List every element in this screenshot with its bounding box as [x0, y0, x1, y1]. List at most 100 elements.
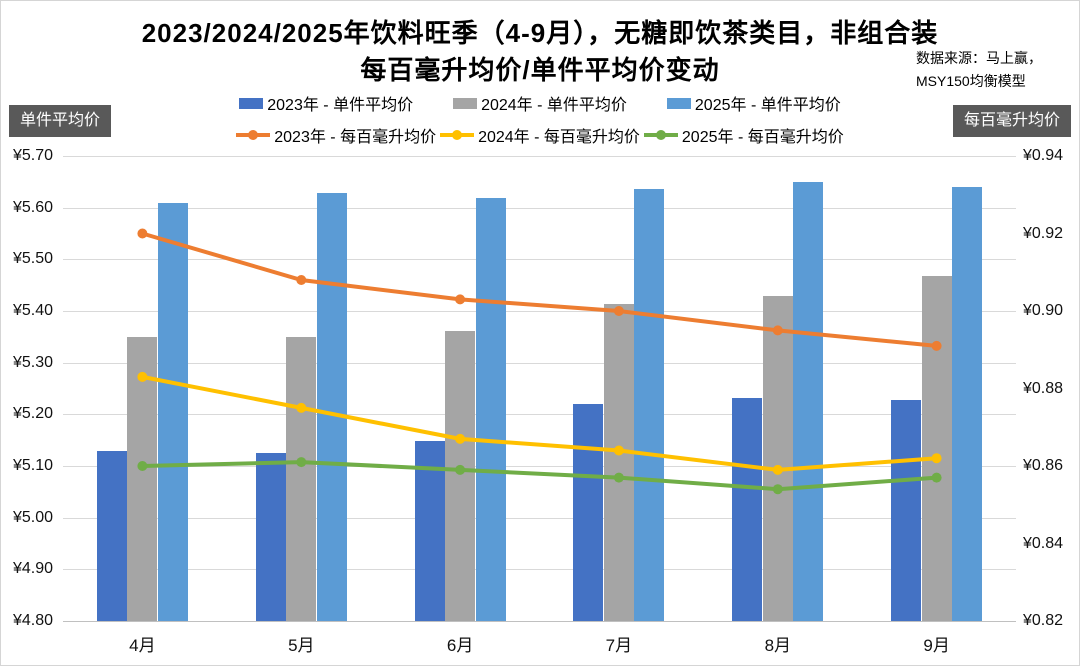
legend-item-2025-per100ml: 2025年 - 每百毫升均价 [643, 123, 844, 147]
data-source-line2: MSY150均衡模型 [916, 73, 1026, 89]
gridline [63, 259, 1016, 261]
line-series-layer [137, 228, 942, 495]
gridline [63, 466, 1016, 467]
bar [891, 399, 922, 621]
data-point-marker [455, 433, 466, 444]
data-point-marker [137, 461, 148, 471]
y-axis-tick-label: ¥5.50 [12, 250, 53, 268]
bar [286, 337, 317, 621]
y-axis-tick-label: ¥0.92 [1023, 224, 1064, 242]
line-series [142, 374, 937, 472]
bar [157, 203, 188, 621]
data-point-marker [296, 457, 307, 468]
gridline [63, 311, 1016, 312]
chart-title-line2: 每百毫升均价/单件平均价变动 [360, 55, 720, 85]
data-point-marker [296, 402, 307, 413]
data-point-marker [613, 306, 624, 316]
legend-swatch-2024-bar [453, 97, 478, 109]
bar [96, 450, 127, 621]
y-axis-tick-label: ¥0.82 [1023, 612, 1064, 629]
gridline [63, 569, 1016, 571]
x-axis-label: 9月 [923, 636, 950, 655]
data-point-marker [137, 228, 148, 239]
bar [793, 182, 824, 621]
y-axis-tick-label: ¥0.90 [1023, 302, 1064, 319]
legend-item-2025-unit: 2025年 - 单件平均价 [666, 91, 841, 115]
y-axis-tick-label: ¥5.10 [12, 457, 53, 474]
legend-item-2023-unit: 2023年 - 单件平均价 [239, 91, 413, 115]
x-axis-label: 8月 [764, 636, 792, 655]
y-axis-tick-label: ¥0.84 [1023, 534, 1064, 552]
legend-label: 2025年 - 每百毫升均价 [681, 129, 844, 146]
legend-item-2023-per100ml: 2023年 - 每百毫升均价 [236, 123, 436, 147]
data-point-marker [772, 325, 783, 336]
legend: 2023年 - 单件平均价 2024年 - 单件平均价 2025年 - 单件平均… [1, 91, 1079, 147]
bar [127, 337, 158, 621]
chart-title-line1: 2023/2024/2025年饮料旺季（4-9月），无糖即饮茶类目，非组合装 [141, 18, 939, 48]
data-point-marker [931, 453, 942, 464]
data-source-line1: 数据来源：马上赢， [916, 50, 1042, 66]
right-axis-title-box: 每百毫升均价 [952, 105, 1071, 137]
data-point-marker [455, 294, 466, 305]
legend-row-bars: 2023年 - 单件平均价 2024年 - 单件平均价 2025年 - 单件平均… [239, 91, 841, 115]
line-series [141, 231, 937, 348]
gridline [63, 414, 1016, 416]
bar [634, 188, 665, 621]
y-axis-tick-label: ¥5.30 [12, 353, 53, 371]
data-point-marker [931, 340, 942, 351]
bar [603, 304, 634, 621]
legend-swatch-2025-bar [666, 97, 691, 109]
gridline [63, 362, 1016, 364]
gridline [63, 207, 1016, 209]
data-point-marker [613, 472, 624, 483]
bar [414, 441, 445, 621]
bar [762, 295, 793, 621]
data-point-marker [455, 464, 466, 475]
data-point-marker [613, 445, 624, 456]
x-axis-label: 4月 [129, 636, 156, 655]
y-axis-tick-label: ¥5.60 [12, 198, 53, 216]
legend-label: 2025年 - 单件平均价 [694, 97, 841, 114]
y-axis-tick-label: ¥0.86 [1023, 457, 1064, 474]
legend-item-2024-unit: 2024年 - 单件平均价 [453, 91, 627, 115]
y-axis-tick-label: ¥5.70 [12, 147, 53, 164]
legend-swatch-2024-line [440, 129, 475, 141]
line-series [142, 460, 937, 492]
bar [316, 193, 347, 621]
bar [475, 198, 506, 621]
left-axis-title-box: 单件平均价 [9, 105, 112, 137]
x-axis: 4月 5月 6月 7月 8月 9月 [63, 631, 1016, 655]
legend-swatch-2023-line [236, 129, 271, 141]
bar [255, 452, 286, 621]
gridline [63, 156, 1016, 157]
legend-swatch-2023-bar [239, 97, 264, 109]
data-point-marker [772, 464, 783, 475]
y-axis-tick-label: ¥0.88 [1023, 379, 1064, 397]
bar [952, 186, 983, 621]
y-axis-right: ¥0.82 ¥0.84 ¥0.86 ¥0.88 ¥0.90 ¥0.92 ¥0.94 [1023, 147, 1079, 629]
x-axis-label: 5月 [288, 636, 315, 655]
gridline [63, 621, 1016, 622]
data-source-note: 数据来源：马上赢， MSY150均衡模型 [916, 47, 1076, 93]
legend-swatch-2025-line [643, 129, 678, 141]
legend-row-lines: 2023年 - 每百毫升均价 2024年 - 每百毫升均价 2025年 - 每百… [236, 123, 844, 147]
gridline [63, 517, 1016, 519]
legend-label: 2023年 - 单件平均价 [267, 97, 414, 114]
x-axis-label: 7月 [605, 636, 633, 655]
y-axis-tick-label: ¥0.94 [1023, 147, 1064, 164]
bar [921, 276, 952, 621]
legend-item-2024-per100ml: 2024年 - 每百毫升均价 [440, 123, 640, 147]
plot-area [63, 156, 1016, 622]
data-point-marker [772, 484, 783, 495]
bar [732, 398, 763, 621]
bar [445, 331, 476, 621]
data-point-marker [931, 472, 942, 483]
y-axis-tick-label: ¥5.40 [12, 302, 53, 319]
legend-label: 2024年 - 每百毫升均价 [478, 129, 640, 146]
y-axis-tick-label: ¥5.00 [12, 508, 53, 526]
y-axis-tick-label: ¥5.20 [12, 405, 53, 423]
y-axis-tick-label: ¥4.90 [12, 560, 53, 578]
bar [573, 404, 604, 621]
data-point-marker [296, 275, 307, 285]
